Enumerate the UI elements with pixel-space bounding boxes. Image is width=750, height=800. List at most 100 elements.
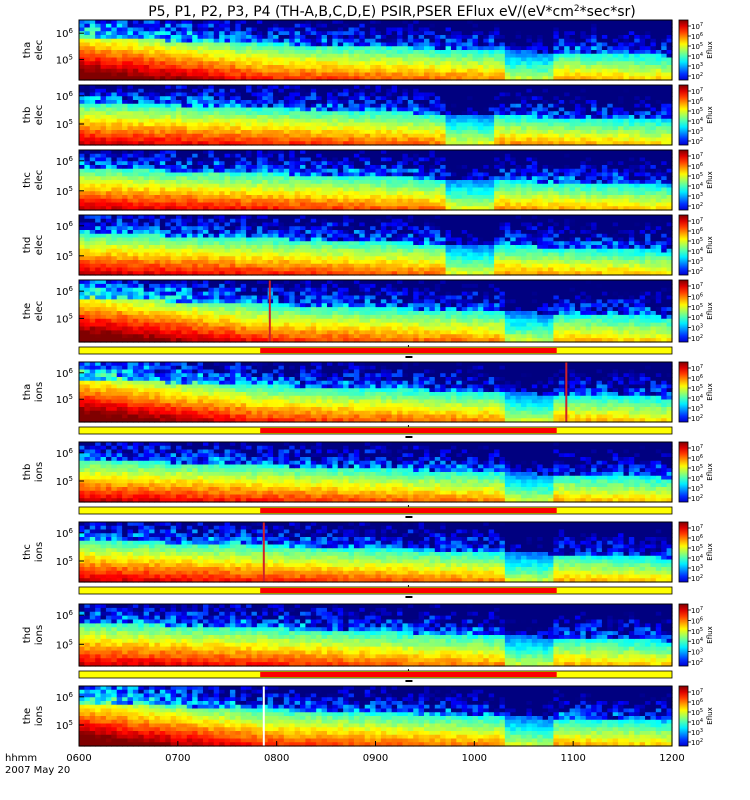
- spike-line: [262, 686, 265, 746]
- colorbar-tick-label: 107: [691, 282, 703, 291]
- colorbar-tick-label: 107: [691, 364, 703, 373]
- figure-title: P5, P1, P2, P3, P4 (TH-A,B,C,D,E) PSIR,P…: [148, 4, 636, 20]
- colorbar-tick-label: 106: [691, 374, 703, 383]
- panel-frame: [78, 603, 673, 667]
- y-tick-label: 105: [56, 54, 73, 67]
- colorbar-tick-label: 107: [691, 444, 703, 453]
- colorbar-label: Eflux: [706, 106, 714, 123]
- panel-label-species: ions: [34, 625, 45, 645]
- colorbar-tick-label: 105: [691, 237, 703, 246]
- mode-bar: [78, 585, 673, 598]
- y-tick-label: 105: [56, 555, 73, 568]
- colorbar-tick-label: 107: [691, 217, 703, 226]
- colorbar-tick-label: 102: [691, 494, 703, 503]
- colorbar-tick-label: 107: [691, 87, 703, 96]
- spike-line: [268, 280, 271, 342]
- x-tick-label: 0800: [264, 753, 289, 764]
- x-tick-label: 1000: [462, 753, 487, 764]
- panel-frame: [78, 149, 673, 211]
- y-tick-label: 105: [56, 312, 73, 325]
- mode-bar: [78, 505, 673, 518]
- mode-bar: [78, 669, 673, 682]
- colorbar-tick-label: 105: [691, 627, 703, 636]
- panel-label-species: elec: [34, 170, 45, 191]
- colorbar-fill: [678, 441, 689, 503]
- y-tick-label: 105: [56, 638, 73, 651]
- colorbar-tick-label: 107: [691, 22, 703, 31]
- colorbar-fill: [678, 214, 689, 276]
- colorbar-tick-label: 103: [691, 257, 703, 266]
- mode-bar-mark: [407, 585, 409, 587]
- panel-label-species: ions: [34, 542, 45, 562]
- colorbar-label: Eflux: [706, 626, 714, 643]
- panel-label-species: elec: [34, 105, 45, 126]
- colorbar-tick-label: 105: [691, 42, 703, 51]
- panel-label-probe: thb: [22, 464, 33, 481]
- mode-bar-mark: [407, 505, 409, 507]
- colorbar-fill: [678, 521, 689, 583]
- y-tick-label: 106: [56, 447, 74, 460]
- spike-line: [262, 522, 265, 582]
- colorbar-fill: [678, 361, 689, 423]
- colorbar-tick-label: 104: [691, 394, 703, 403]
- panel-label-species: elec: [34, 40, 45, 61]
- panel-label-probe: thb: [22, 107, 33, 124]
- colorbar-tick-label: 103: [691, 484, 703, 493]
- colorbar-fill: [678, 603, 689, 667]
- panel-label-species: ions: [34, 706, 45, 726]
- colorbar-fill: [678, 685, 689, 747]
- panel-frame: [78, 279, 673, 343]
- panel-label-probe: thc: [22, 172, 33, 188]
- y-tick-label: 105: [56, 185, 73, 198]
- colorbar-label: Eflux: [706, 236, 714, 253]
- colorbar-tick-label: 102: [691, 137, 703, 146]
- colorbar-tick-label: 102: [691, 738, 703, 747]
- x-axis-label: hhmm: [5, 753, 37, 764]
- colorbar-tick-label: 103: [691, 62, 703, 71]
- panel-label-probe: tha: [22, 384, 33, 400]
- panel-frame: [78, 19, 673, 81]
- mode-bar-fast: [260, 348, 557, 353]
- colorbar-tick-label: 102: [691, 414, 703, 423]
- colorbar-tick-label: 107: [691, 524, 703, 533]
- y-tick-label: 106: [56, 367, 74, 380]
- mode-bar-mark: [407, 425, 409, 427]
- y-tick-label: 105: [56, 118, 73, 131]
- colorbar-tick-label: 104: [691, 637, 703, 646]
- colorbar-tick-label: 105: [691, 303, 703, 312]
- panel-label-probe: thd: [22, 237, 33, 254]
- x-tick-label: 1100: [560, 753, 585, 764]
- colorbar-tick-label: 103: [691, 192, 703, 201]
- colorbar-tick-label: 106: [691, 97, 703, 106]
- x-tick-label: 0700: [165, 753, 190, 764]
- colorbar-tick-label: 106: [691, 454, 703, 463]
- y-tick-label: 105: [56, 475, 73, 488]
- mode-bar-burst: [405, 516, 413, 518]
- colorbar-tick-label: 105: [691, 464, 703, 473]
- colorbar-tick-label: 106: [691, 534, 703, 543]
- mode-bar-fast: [260, 672, 557, 677]
- colorbar-fill: [678, 279, 689, 343]
- panel-frame: [78, 521, 673, 583]
- colorbar-label: Eflux: [706, 543, 714, 560]
- mode-bar-fast: [260, 588, 557, 593]
- colorbar-tick-label: 102: [691, 334, 703, 343]
- mode-bar-burst: [405, 436, 413, 438]
- colorbar-tick-label: 103: [691, 324, 703, 333]
- colorbar-tick-label: 104: [691, 117, 703, 126]
- y-tick-label: 106: [56, 285, 74, 298]
- colorbar-tick-label: 102: [691, 574, 703, 583]
- y-tick-label: 106: [56, 609, 74, 622]
- colorbar-tick-label: 107: [691, 606, 703, 615]
